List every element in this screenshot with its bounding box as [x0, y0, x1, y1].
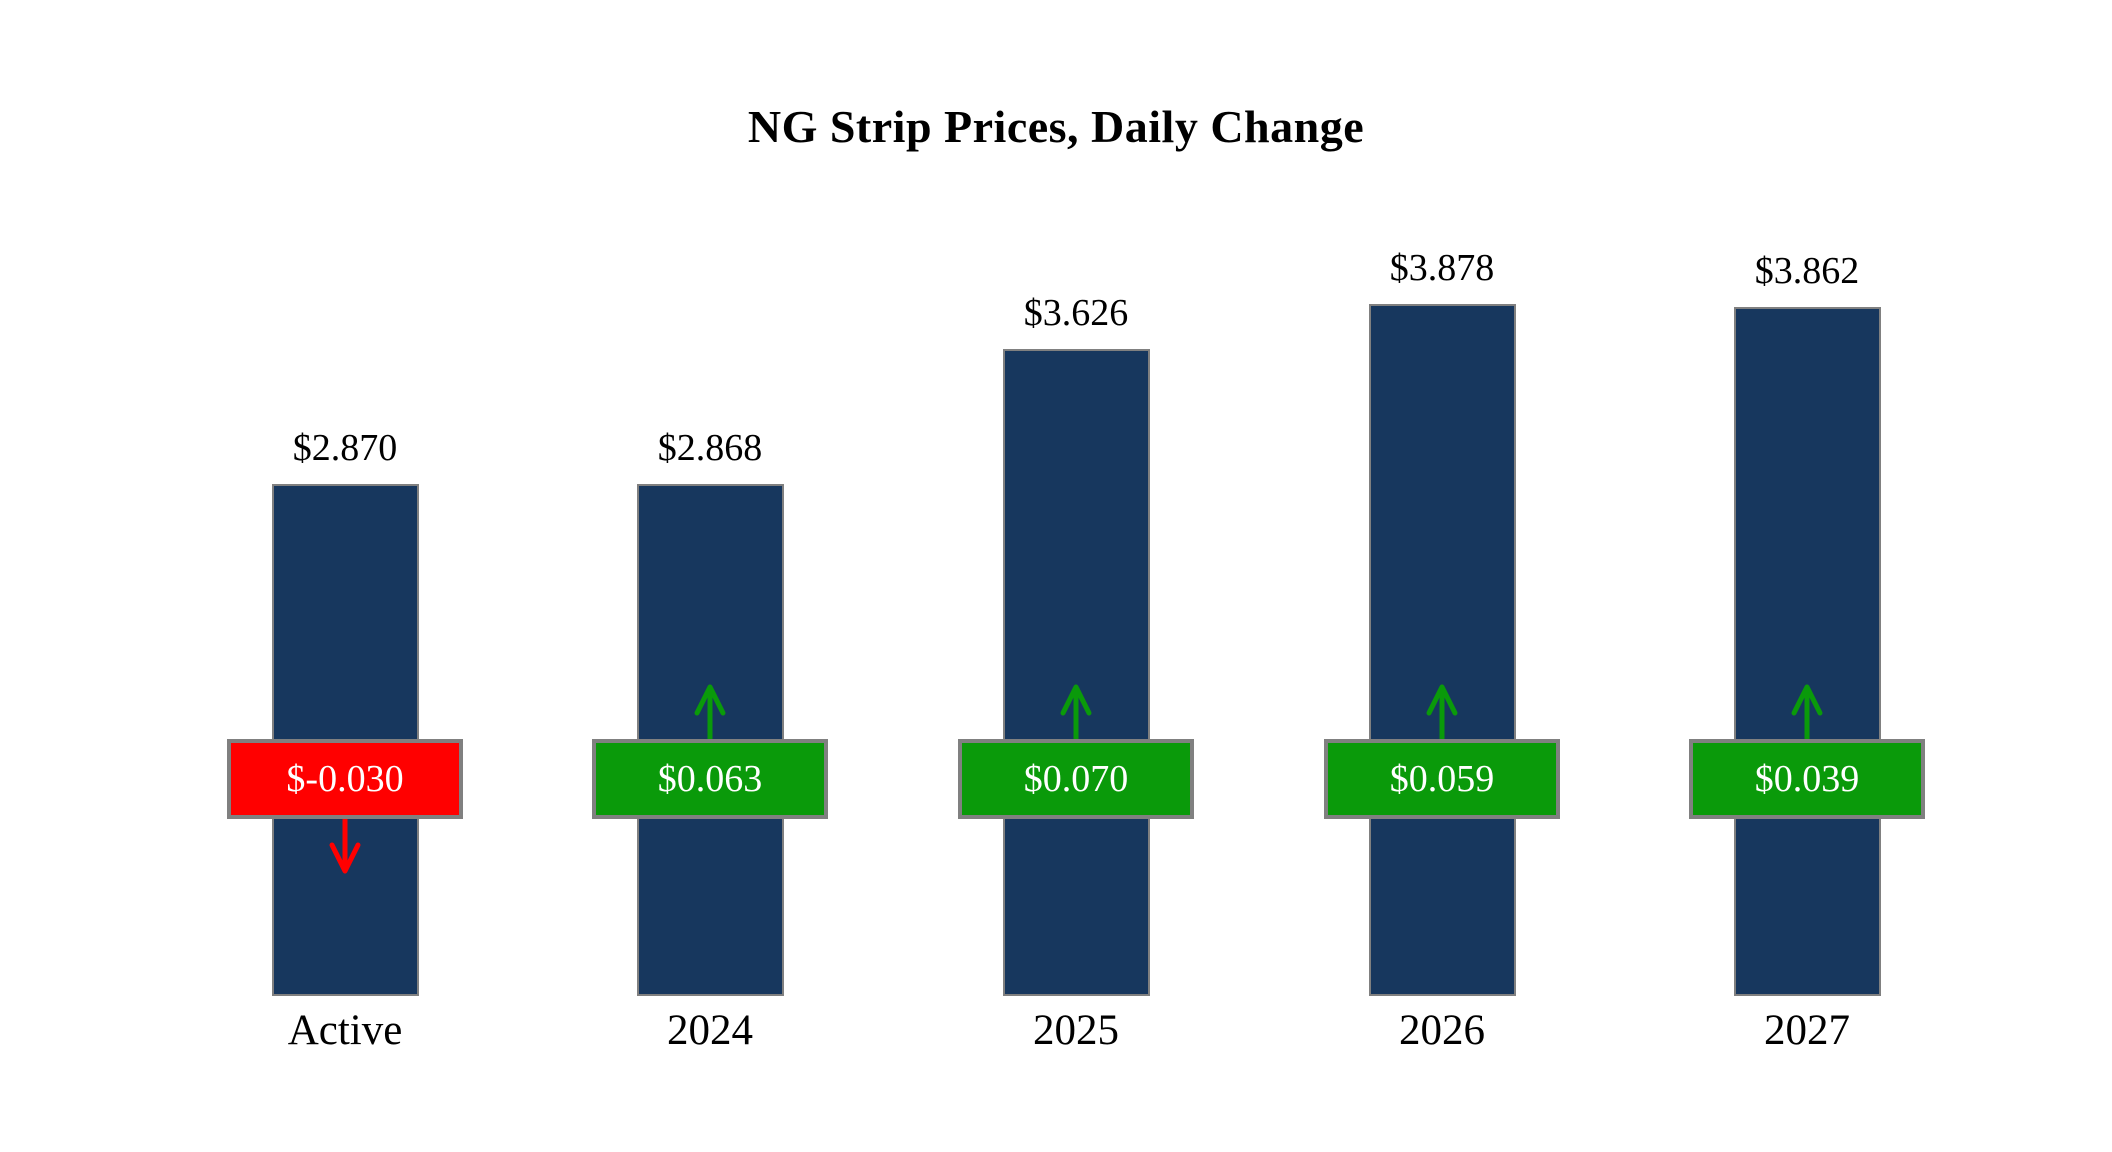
- price-bar: [1368, 304, 1516, 996]
- up-arrow-icon: [1426, 684, 1458, 742]
- category-label: 2027: [1764, 1007, 1850, 1054]
- up-arrow-icon: [1791, 684, 1823, 742]
- down-arrow-icon: [329, 816, 361, 874]
- chart-title: NG Strip Prices, Daily Change: [747, 101, 1365, 152]
- price-label: $3.878: [1389, 247, 1495, 289]
- change-badge: $0.039: [1689, 739, 1925, 819]
- price-label: $3.862: [1754, 250, 1860, 292]
- price-label: $3.626: [1023, 292, 1129, 334]
- price-bar: [1002, 349, 1150, 996]
- up-arrow-icon: [1060, 684, 1092, 742]
- price-bar: [1733, 307, 1881, 996]
- category-label: 2025: [1033, 1007, 1119, 1054]
- change-badge: $0.070: [958, 739, 1194, 819]
- up-arrow-icon: [694, 684, 726, 742]
- price-label: $2.870: [292, 427, 398, 469]
- price-label: $2.868: [657, 427, 763, 469]
- category-label: 2024: [667, 1007, 753, 1054]
- change-badge: $-0.030: [227, 739, 463, 819]
- category-label: Active: [287, 1007, 403, 1054]
- category-label: 2026: [1399, 1007, 1485, 1054]
- change-badge: $0.063: [592, 739, 828, 819]
- change-badge: $0.059: [1324, 739, 1560, 819]
